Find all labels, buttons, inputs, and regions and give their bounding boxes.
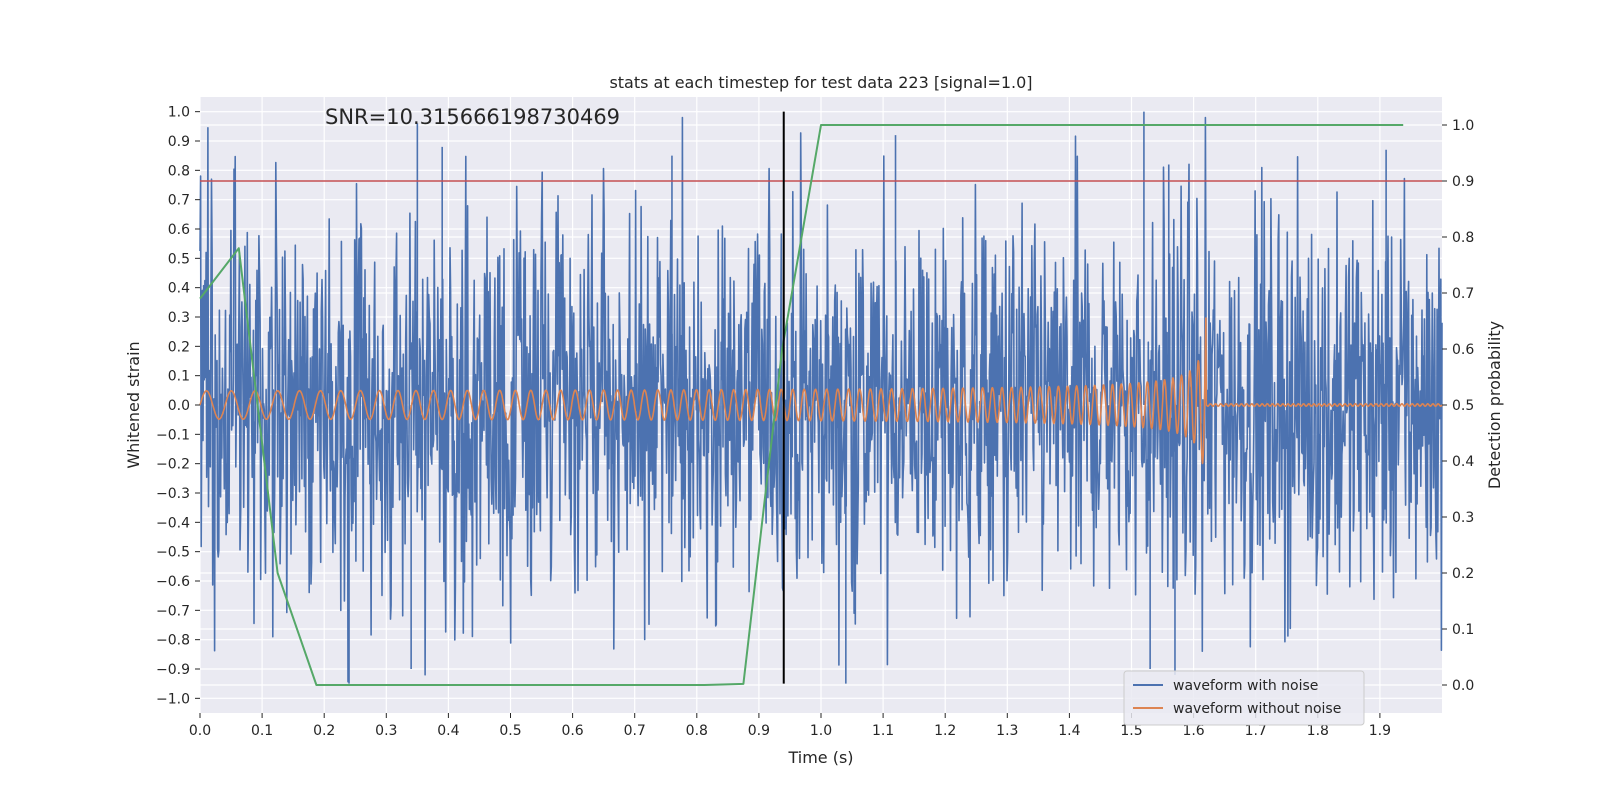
legend-label-noise: waveform with noise — [1173, 678, 1318, 694]
x-tick-label: 0.3 — [375, 723, 397, 739]
y-left-tick-label: −0.8 — [156, 633, 190, 649]
y-left-tick-label: −0.4 — [156, 515, 190, 531]
y-left-tick-label: 0.8 — [168, 163, 190, 179]
y-left-tick-label: −0.1 — [156, 427, 190, 443]
x-tick-label: 1.4 — [1058, 723, 1080, 739]
snr-annotation: SNR=10.315666198730469 — [325, 105, 620, 129]
x-tick-label: 0.5 — [499, 723, 521, 739]
x-tick-label: 1.7 — [1245, 723, 1267, 739]
y-right-tick-label: 0.4 — [1452, 454, 1474, 470]
y-left-tick-label: 0.1 — [168, 369, 190, 385]
y-right-tick-label: 0.7 — [1452, 286, 1474, 302]
y-right-tick-label: 0.2 — [1452, 566, 1474, 582]
y-left-tick-label: 0.5 — [168, 251, 190, 267]
x-tick-label: 0.9 — [748, 723, 770, 739]
legend-label-clean: waveform without noise — [1173, 701, 1341, 717]
y-left-tick-label: −0.3 — [156, 486, 190, 502]
x-tick-label: 0.8 — [686, 723, 708, 739]
x-tick-label: 1.5 — [1120, 723, 1142, 739]
x-tick-label: 1.6 — [1182, 723, 1204, 739]
y-left-tick-label: 0.6 — [168, 222, 190, 238]
y-axis-right: 1.0 0.9 0.8 0.7 0.6 0.5 0.4 0.3 0.2 0.1 0.0 — [1442, 118, 1474, 694]
y-right-tick-label: 0.9 — [1452, 174, 1474, 190]
y-left-tick-label: −0.9 — [156, 662, 190, 678]
y-right-tick-label: 0.1 — [1452, 622, 1474, 638]
y-left-tick-label: 0.0 — [168, 398, 190, 414]
y-right-tick-label: 0.5 — [1452, 398, 1474, 414]
y-left-tick-label: −0.7 — [156, 603, 190, 619]
y-left-tick-label: −1.0 — [156, 691, 190, 707]
y-left-tick-label: 0.9 — [168, 134, 190, 150]
y-left-tick-label: 0.2 — [168, 339, 190, 355]
y-left-tick-label: 0.3 — [168, 310, 190, 326]
x-tick-label: 1.9 — [1369, 723, 1391, 739]
series-waveform-with-noise — [199, 116, 1443, 683]
x-tick-label: 1.1 — [872, 723, 894, 739]
x-tick-label: 0.4 — [437, 723, 459, 739]
y-right-tick-label: 0.3 — [1452, 510, 1474, 526]
x-tick-label: 1.0 — [810, 723, 832, 739]
x-axis-label: Time (s) — [787, 748, 853, 767]
y-left-tick-label: −0.2 — [156, 457, 190, 473]
y-left-tick-label: 0.7 — [168, 193, 190, 209]
x-tick-label: 0.7 — [624, 723, 646, 739]
series-detection-probability — [199, 124, 1404, 686]
series-waveform-without-noise — [199, 317, 1443, 465]
plot-series — [199, 111, 1443, 686]
x-axis: 0.0 0.1 0.2 0.3 0.4 0.5 0.6 0.7 0.8 0.9 1.0 1.1 1.2 1… — [189, 713, 1391, 739]
y-axis-label-right: Detection probability — [1485, 321, 1504, 489]
y-left-tick-label: −0.6 — [156, 574, 190, 590]
x-tick-label: 1.2 — [934, 723, 956, 739]
y-right-tick-label: 1.0 — [1452, 118, 1474, 134]
y-left-tick-label: 1.0 — [168, 105, 190, 121]
y-right-tick-label: 0.8 — [1452, 230, 1474, 246]
y-left-tick-label: −0.5 — [156, 545, 190, 561]
x-tick-label: 1.3 — [996, 723, 1018, 739]
y-right-tick-label: 0.0 — [1452, 678, 1474, 694]
x-tick-label: 1.8 — [1307, 723, 1329, 739]
legend: waveform with noise waveform without noi… — [1123, 670, 1365, 726]
x-tick-label: 0.0 — [189, 723, 211, 739]
y-left-tick-label: 0.4 — [168, 281, 190, 297]
x-tick-label: 0.6 — [561, 723, 583, 739]
y-axis-left: 1.0 0.9 0.8 0.7 0.6 0.5 0.4 0.3 0.2 0.1 0.0 −0.1 −0.… — [156, 105, 200, 707]
y-axis-label-left: Whitened strain — [124, 341, 143, 468]
chart-title: stats at each timestep for test data 223… — [609, 73, 1032, 92]
y-right-tick-label: 0.6 — [1452, 342, 1474, 358]
x-tick-label: 0.2 — [313, 723, 335, 739]
x-tick-label: 0.1 — [251, 723, 273, 739]
legend-box — [1123, 670, 1365, 726]
